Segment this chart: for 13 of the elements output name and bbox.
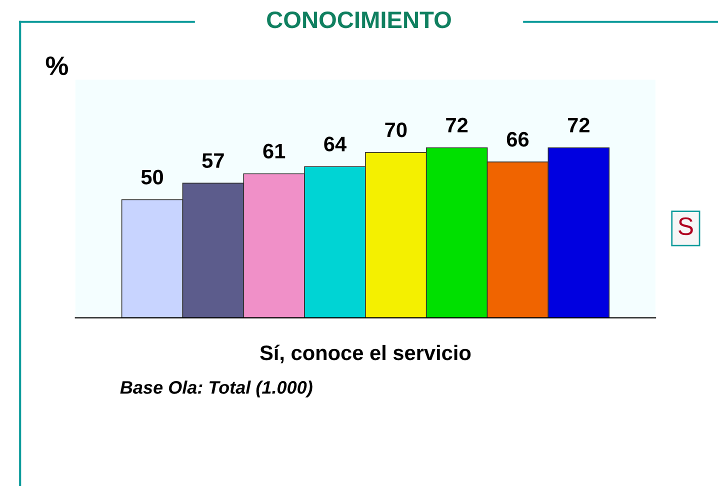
text: Base Ola: Total (1.000) bbox=[120, 380, 312, 398]
text: S bbox=[678, 217, 693, 236]
y-axis-title: % bbox=[46, 56, 68, 76]
data-label: 66 bbox=[506, 132, 529, 147]
data-label: 50 bbox=[141, 170, 163, 184]
data-label: 61 bbox=[263, 144, 286, 159]
data-label: 57 bbox=[202, 153, 224, 168]
data-label: 64 bbox=[324, 136, 346, 152]
data-label: 72 bbox=[568, 118, 590, 132]
chart-title: CONOCIMIENTO bbox=[267, 11, 451, 28]
x-axis-title: Sí, conoce el servicio bbox=[260, 344, 471, 364]
data-label: 70 bbox=[385, 122, 407, 138]
data-label: 72 bbox=[446, 118, 468, 132]
